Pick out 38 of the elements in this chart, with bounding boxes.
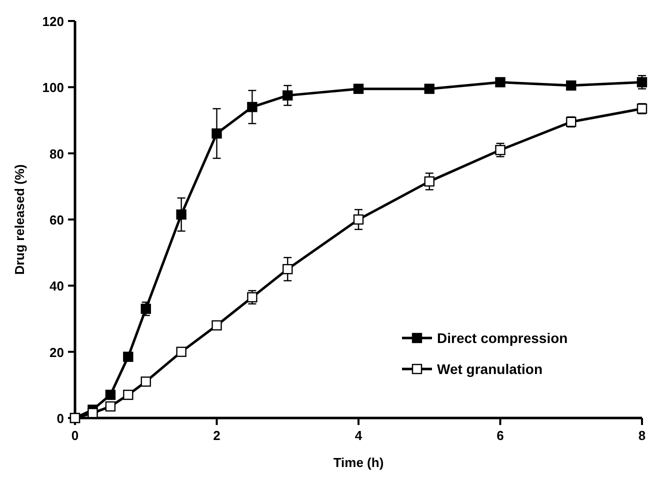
y-tick-label: 0 bbox=[56, 411, 64, 426]
point bbox=[105, 390, 116, 400]
point bbox=[176, 346, 186, 357]
y-tick-label: 20 bbox=[50, 344, 64, 360]
x-axis-title: Time (h) bbox=[333, 455, 384, 470]
point bbox=[636, 77, 648, 88]
point bbox=[424, 84, 434, 94]
y-tick-label: 120 bbox=[42, 14, 64, 29]
point bbox=[247, 102, 258, 112]
point bbox=[123, 352, 134, 362]
y-tick-label: 60 bbox=[50, 212, 64, 228]
point bbox=[176, 209, 186, 220]
point bbox=[495, 77, 506, 88]
point bbox=[88, 408, 98, 418]
x-tick-label: 2 bbox=[213, 428, 220, 443]
point bbox=[282, 90, 293, 101]
y-axis-title: Drug released (%) bbox=[12, 164, 27, 275]
point bbox=[140, 376, 151, 387]
point bbox=[424, 176, 434, 187]
x-tick-label: 0 bbox=[71, 428, 79, 443]
point bbox=[123, 390, 134, 400]
point bbox=[212, 320, 222, 330]
point bbox=[140, 304, 151, 314]
point bbox=[353, 214, 364, 225]
legend-label: Direct compression bbox=[437, 330, 568, 346]
legend-label: Wet granulation bbox=[437, 361, 543, 377]
x-tick-label: 4 bbox=[354, 428, 363, 443]
y-tick-label: 100 bbox=[42, 80, 64, 96]
point bbox=[212, 128, 222, 139]
point bbox=[566, 80, 576, 91]
point bbox=[247, 292, 258, 302]
point bbox=[282, 264, 293, 274]
y-tick-label: 40 bbox=[50, 278, 64, 294]
point bbox=[353, 84, 364, 94]
x-tick-label: 6 bbox=[496, 428, 504, 443]
x-tick-label: 8 bbox=[638, 428, 646, 443]
y-tick-label: 80 bbox=[50, 146, 64, 162]
point bbox=[105, 401, 116, 412]
